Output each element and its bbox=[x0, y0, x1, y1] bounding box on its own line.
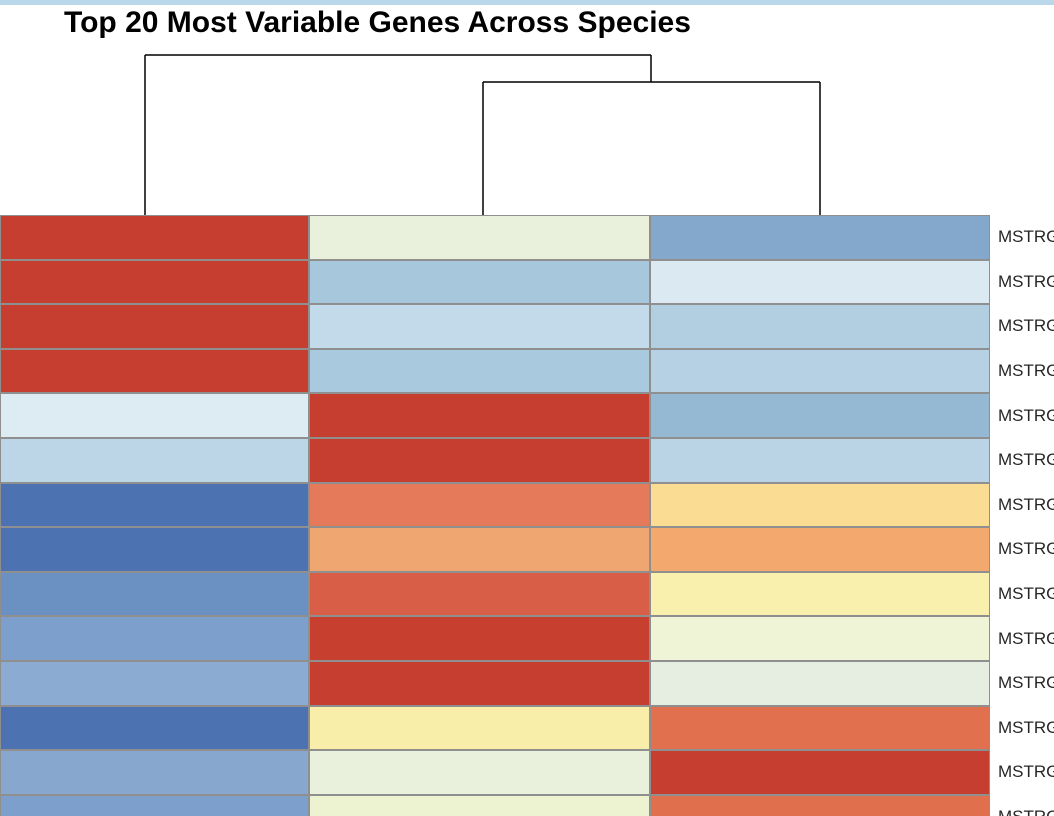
heatmap-row: MSTRG bbox=[0, 393, 1054, 438]
heatmap-cell bbox=[309, 527, 650, 572]
row-label: MSTRG bbox=[998, 494, 1054, 514]
heatmap-cell bbox=[309, 215, 650, 260]
heatmap-cell bbox=[650, 482, 990, 528]
row-label: MSTRG bbox=[998, 405, 1054, 425]
heatmap-row: MSTRG bbox=[0, 259, 1054, 305]
heatmap-row: MSTRG bbox=[0, 348, 1054, 394]
heatmap-cell bbox=[0, 482, 309, 528]
heatmap-cell bbox=[650, 437, 990, 483]
row-label: MSTRG bbox=[998, 227, 1054, 247]
row-label: MSTRG bbox=[998, 539, 1054, 559]
row-label: MSTRG bbox=[998, 717, 1054, 737]
heatmap-cell bbox=[0, 660, 309, 706]
heatmap-cell bbox=[0, 571, 309, 617]
heatmap-cell bbox=[309, 437, 650, 483]
heatmap-cell bbox=[0, 215, 309, 260]
chart-title: Top 20 Most Variable Genes Across Specie… bbox=[64, 6, 691, 39]
heatmap-cell bbox=[309, 482, 650, 528]
heatmap-cell bbox=[309, 348, 650, 394]
heatmap-cell bbox=[0, 259, 309, 305]
heatmap-cell bbox=[650, 616, 990, 661]
heatmap-cell bbox=[309, 571, 650, 617]
heatmap-row: MSTRG bbox=[0, 527, 1054, 572]
heatmap-cell bbox=[0, 348, 309, 394]
heatmap-grid: MSTRG MSTRG MSTRG MSTRG MSTRG MSTRG MSTRG MSTRG… bbox=[0, 215, 1054, 816]
top-border-strip bbox=[0, 0, 1054, 5]
row-label: MSTRG bbox=[998, 361, 1054, 381]
heatmap-row: MSTRG bbox=[0, 794, 1054, 816]
heatmap-row: MSTRG bbox=[0, 215, 1054, 260]
row-label: MSTRG bbox=[998, 807, 1054, 816]
heatmap-cell bbox=[650, 705, 990, 751]
heatmap-cell bbox=[650, 527, 990, 572]
row-label: MSTRG bbox=[998, 673, 1054, 693]
heatmap-cell bbox=[0, 616, 309, 661]
row-label: MSTRG bbox=[998, 316, 1054, 336]
heatmap-row: MSTRG bbox=[0, 705, 1054, 751]
row-label: MSTRG bbox=[998, 762, 1054, 782]
heatmap-cell bbox=[309, 705, 650, 751]
heatmap-row: MSTRG bbox=[0, 660, 1054, 706]
heatmap-cell bbox=[650, 348, 990, 394]
heatmap-cell bbox=[309, 304, 650, 349]
heatmap-cell bbox=[650, 794, 990, 816]
heatmap-cell bbox=[309, 750, 650, 795]
heatmap-cell bbox=[309, 616, 650, 661]
row-label: MSTRG bbox=[998, 271, 1054, 291]
heatmap-row: MSTRG bbox=[0, 437, 1054, 483]
heatmap-cell bbox=[0, 750, 309, 795]
heatmap-cell bbox=[309, 393, 650, 438]
heatmap-cell bbox=[0, 527, 309, 572]
heatmap-row: MSTRG bbox=[0, 304, 1054, 349]
heatmap-cell bbox=[650, 393, 990, 438]
heatmap-cell bbox=[650, 259, 990, 305]
heatmap-row: MSTRG bbox=[0, 482, 1054, 528]
heatmap-cell bbox=[0, 393, 309, 438]
heatmap-cell bbox=[0, 705, 309, 751]
heatmap-cell bbox=[0, 794, 309, 816]
heatmap-cell bbox=[650, 215, 990, 260]
dendrogram bbox=[144, 54, 821, 215]
heatmap-cell bbox=[309, 259, 650, 305]
heatmap-cell bbox=[309, 794, 650, 816]
heatmap-cell bbox=[0, 437, 309, 483]
heatmap-row: MSTRG bbox=[0, 616, 1054, 661]
heatmap-cell bbox=[650, 750, 990, 795]
heatmap-row: MSTRG bbox=[0, 571, 1054, 617]
heatmap-row: MSTRG bbox=[0, 750, 1054, 795]
row-label: MSTRG bbox=[998, 584, 1054, 604]
heatmap-cell bbox=[650, 571, 990, 617]
heatmap-cell bbox=[0, 304, 309, 349]
heatmap-cell bbox=[650, 304, 990, 349]
heatmap-cell bbox=[650, 660, 990, 706]
row-label: MSTRG bbox=[998, 450, 1054, 470]
row-label: MSTRG bbox=[998, 628, 1054, 648]
heatmap-cell bbox=[309, 660, 650, 706]
